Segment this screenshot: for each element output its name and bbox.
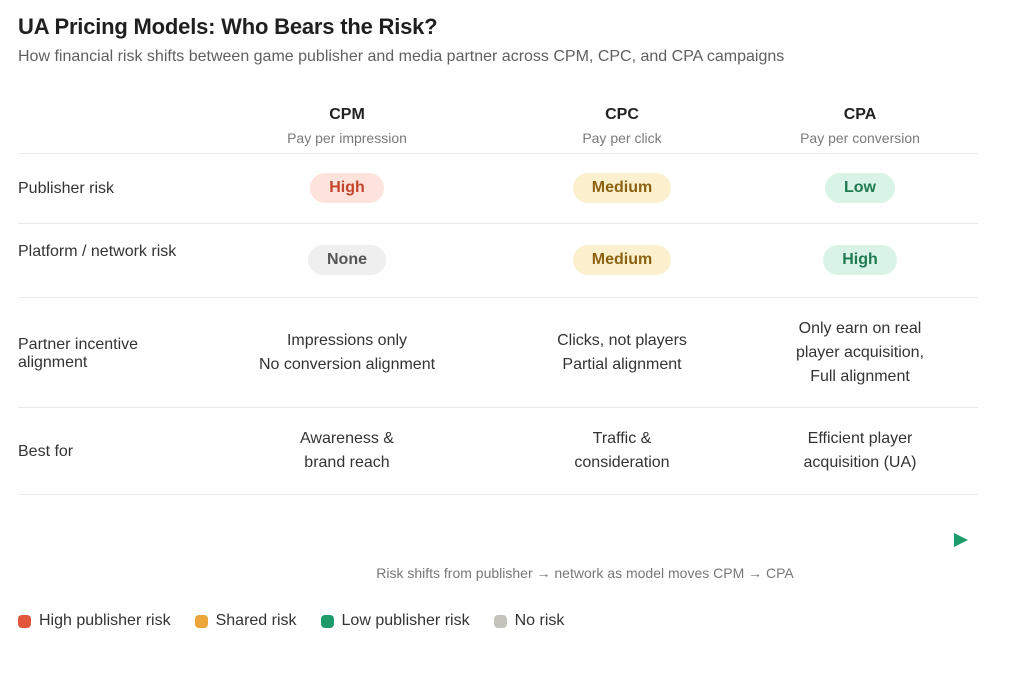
legend-label: High publisher risk	[39, 612, 171, 629]
row-divider	[18, 407, 978, 408]
chart-subtitle: How financial risk shifts between game p…	[18, 48, 785, 65]
column-name: CPM	[329, 106, 365, 123]
cell-line: Partial alignment	[562, 356, 682, 373]
cell-platform-risk-cpa: High	[740, 245, 980, 275]
column-header-cpm: CPM Pay per impression	[227, 106, 467, 146]
cell-line: acquisition (UA)	[803, 454, 917, 471]
cell-line: consideration	[574, 454, 670, 471]
risk-badge-medium: Medium	[572, 245, 672, 275]
column-header-cpc: CPC Pay per click	[502, 106, 742, 146]
chart-title: UA Pricing Models: Who Bears the Risk?	[18, 14, 438, 39]
legend-swatch	[493, 614, 507, 628]
arrow-head	[954, 533, 968, 547]
cell-line: No conversion alignment	[258, 356, 436, 373]
legend-item-shared-risk: Shared risk	[194, 612, 297, 630]
row-label-incentive: Partner incentive alignment	[18, 336, 139, 371]
cell-best-for-cpc: Traffic & consideration	[502, 427, 742, 475]
column-name: CPC	[605, 106, 639, 123]
cell-line: player acquisition,	[795, 344, 925, 361]
cell-line: Clicks, not players	[557, 332, 687, 349]
cell-publisher-risk-cpm: High	[227, 173, 467, 203]
legend-item-no-risk: No risk	[493, 612, 565, 630]
cell-best-for-cpm: Awareness & brand reach	[227, 427, 467, 475]
column-header-cpa: CPA Pay per conversion	[740, 106, 980, 146]
row-divider	[18, 223, 978, 224]
row-divider	[18, 153, 978, 154]
cell-platform-risk-cpm: None	[227, 245, 467, 275]
row-label-publisher-risk: Publisher risk	[18, 180, 115, 197]
legend-label: Low publisher risk	[341, 612, 470, 629]
column-description: Pay per conversion	[800, 130, 920, 146]
legend-swatch	[194, 614, 208, 628]
risk-badge-high: High	[310, 173, 384, 203]
cell-line: brand reach	[304, 454, 390, 471]
risk-badge-medium: Medium	[572, 173, 672, 203]
cell-incentive-cpc: Clicks, not players Partial alignment	[502, 329, 742, 377]
column-name: CPA	[843, 106, 877, 123]
cell-line: Efficient player	[807, 430, 913, 447]
legend-label: No risk	[514, 612, 565, 629]
risk-shift-arrow	[200, 533, 968, 547]
column-description: Pay per click	[582, 130, 662, 146]
column-description: Pay per impression	[287, 130, 407, 146]
cell-line: Traffic &	[592, 430, 652, 447]
cell-publisher-risk-cpa: Low	[740, 173, 980, 203]
legend-label: Shared risk	[215, 612, 297, 629]
cell-line: Full alignment	[810, 368, 910, 385]
cell-incentive-cpm: Impressions only No conversion alignment	[227, 329, 467, 377]
cell-incentive-cpa: Only earn on real player acquisition, Fu…	[740, 317, 980, 389]
legend-item-high-publisher-risk: High publisher risk	[18, 612, 171, 630]
legend-item-low-publisher-risk: Low publisher risk	[320, 612, 470, 630]
cell-line: Only earn on real	[798, 320, 922, 337]
risk-badge-low: Low	[825, 173, 895, 203]
cell-platform-risk-cpc: Medium	[502, 245, 742, 275]
row-label-best-for: Best for	[18, 443, 74, 460]
cell-line: Awareness &	[300, 430, 394, 447]
row-divider	[18, 494, 978, 495]
cell-best-for-cpa: Efficient player acquisition (UA)	[740, 427, 980, 475]
cell-publisher-risk-cpc: Medium	[502, 173, 742, 203]
row-label-platform-risk: Platform / network risk	[18, 243, 177, 260]
risk-badge-none: None	[308, 245, 386, 275]
legend-swatch	[18, 614, 31, 628]
arrow-caption: Risk shifts from publisher → network as …	[376, 565, 794, 581]
legend: High publisher risk Shared risk Low publ…	[18, 612, 588, 630]
risk-badge-high: High	[823, 245, 897, 275]
legend-swatch	[320, 614, 334, 628]
cell-line: Impressions only	[286, 332, 408, 349]
row-divider	[18, 297, 978, 298]
